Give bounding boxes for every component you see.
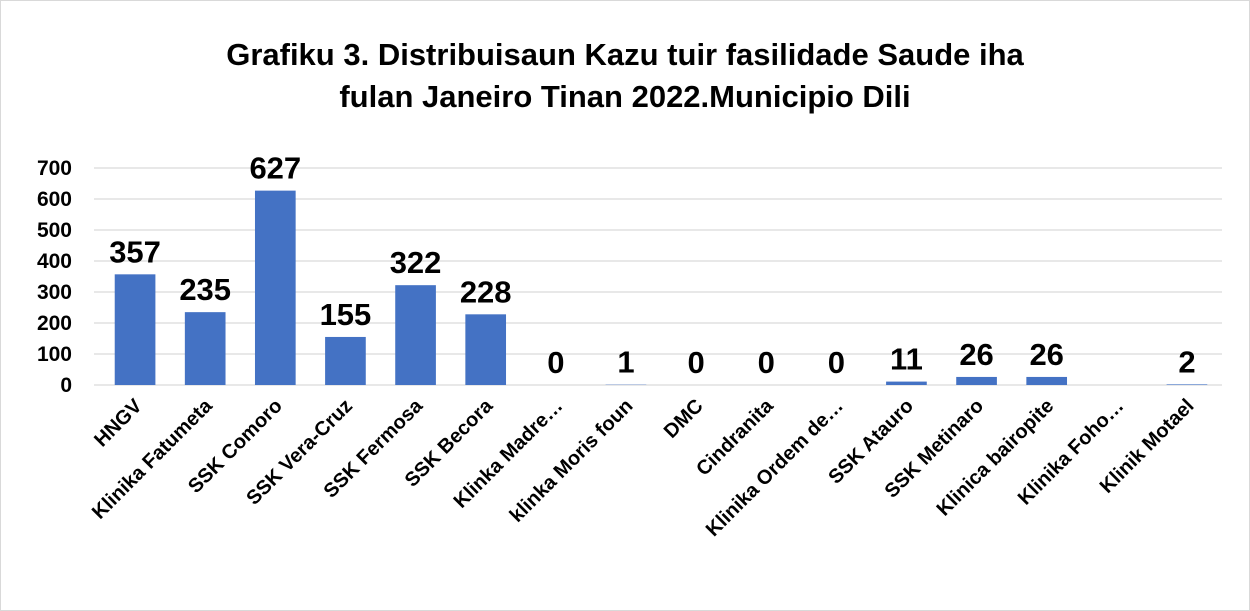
data-label: 2 <box>1178 344 1195 379</box>
data-label: 0 <box>687 345 704 380</box>
bar <box>184 312 226 385</box>
y-tick-label: 200 <box>37 312 72 335</box>
y-tick-label: 300 <box>37 281 72 304</box>
data-label: 155 <box>320 297 372 332</box>
data-label: 11 <box>890 342 923 377</box>
y-tick-label: 400 <box>37 250 72 273</box>
data-label: 26 <box>959 337 993 372</box>
data-label: 627 <box>249 151 301 186</box>
data-label: 228 <box>460 274 512 309</box>
data-label: 357 <box>109 234 161 269</box>
chart-title: Grafiku 3. Distribuisaun Kazu tuir fasil… <box>226 37 1024 114</box>
bar <box>1026 376 1068 385</box>
data-label: 235 <box>179 272 231 307</box>
bar <box>465 314 507 385</box>
data-label: 1 <box>617 345 634 380</box>
y-tick-label: 500 <box>37 219 72 242</box>
x-tick-label: Klinica bairopite <box>933 395 1059 521</box>
data-label: 0 <box>547 345 564 380</box>
y-tick-label: 0 <box>60 374 72 397</box>
data-label: 26 <box>1029 337 1063 372</box>
x-tick-label: klinka Moris foun <box>506 395 638 527</box>
x-tick-label: Klinika Ordem de… <box>702 395 848 541</box>
x-tick-label: DMC <box>660 395 708 443</box>
bar <box>114 274 156 385</box>
data-label: 0 <box>828 345 845 380</box>
data-label: 322 <box>390 245 442 280</box>
y-tick-label: 100 <box>37 343 72 366</box>
bar <box>1166 384 1208 385</box>
bar <box>395 285 436 385</box>
data-label: 0 <box>758 345 775 380</box>
y-tick-label: 700 <box>37 157 72 180</box>
bar <box>886 381 927 385</box>
y-tick-label: 600 <box>37 188 72 211</box>
bar <box>254 190 296 385</box>
bar <box>956 376 997 385</box>
x-tick-label: HNGV <box>90 395 147 452</box>
bar <box>325 336 366 385</box>
x-tick-label: Klinika Fatumeta <box>88 394 217 523</box>
